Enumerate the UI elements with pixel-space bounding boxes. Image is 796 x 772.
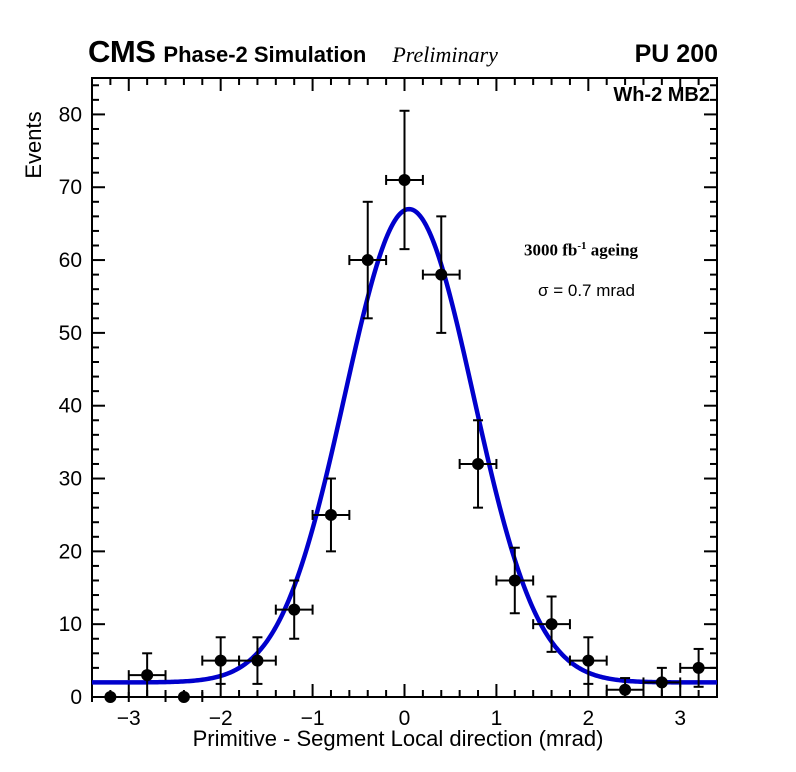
y-tick-label: 40: [59, 395, 82, 418]
x-tick-label: 0: [399, 707, 411, 730]
y-tick-label: 80: [59, 103, 82, 126]
ageing-label-post: ageing: [586, 240, 639, 260]
y-tick-label: 30: [59, 468, 82, 491]
data-point: [238, 636, 277, 685]
y-tick-label: 20: [59, 540, 82, 563]
data-point: [348, 200, 388, 320]
data-point: [568, 636, 608, 685]
data-point: [605, 677, 645, 698]
chamber-label: Wh-2 MB2: [613, 84, 710, 106]
y-axis-title: Events: [21, 111, 46, 179]
data-point: [458, 419, 498, 509]
y-tick-label: 0: [70, 686, 82, 709]
x-axis-ticks: −3 −2 −1 0 1 2 3: [91, 78, 718, 730]
sigma-label: σ = 0.7 mrad: [538, 281, 635, 300]
x-tick-label: 2: [582, 707, 594, 730]
data-point: [421, 215, 461, 334]
x-tick-label: −3: [117, 707, 141, 730]
cms-header: CMS Phase-2 Simulation Preliminary PU 20…: [88, 36, 718, 70]
data-point: [679, 647, 718, 688]
y-tick-label: 10: [59, 613, 82, 636]
y-tick-label: 60: [59, 249, 82, 272]
data-point: [311, 477, 351, 553]
cms-preliminary-label: Preliminary: [392, 42, 498, 67]
data-point: [385, 109, 424, 251]
x-tick-label: 3: [674, 707, 686, 730]
cms-subtitle: Phase-2 Simulation: [163, 42, 367, 67]
x-tick-label: −1: [301, 707, 325, 730]
ageing-label: 3000 fb-1 ageing: [524, 240, 638, 261]
data-point: [164, 691, 204, 703]
cms-logo: CMS: [88, 34, 156, 69]
pileup-label: PU 200: [634, 40, 718, 68]
data-points: [91, 109, 718, 703]
data-point: [274, 579, 314, 640]
y-axis-ticks: 0 10 20 30 40 50 60 70 80: [59, 84, 717, 709]
x-tick-label: −2: [209, 707, 233, 730]
x-tick-label: 1: [491, 707, 503, 730]
data-point: [532, 595, 571, 653]
data-point: [91, 691, 130, 703]
data-point: [127, 652, 167, 698]
data-point: [495, 546, 535, 615]
y-tick-label: 50: [59, 322, 82, 345]
y-tick-label: 70: [59, 176, 82, 199]
data-point: [642, 666, 682, 698]
ageing-label-pre: 3000 fb: [524, 240, 578, 260]
x-axis-title: Primitive - Segment Local direction (mra…: [192, 726, 604, 751]
ageing-label-exponent: -1: [577, 240, 587, 252]
